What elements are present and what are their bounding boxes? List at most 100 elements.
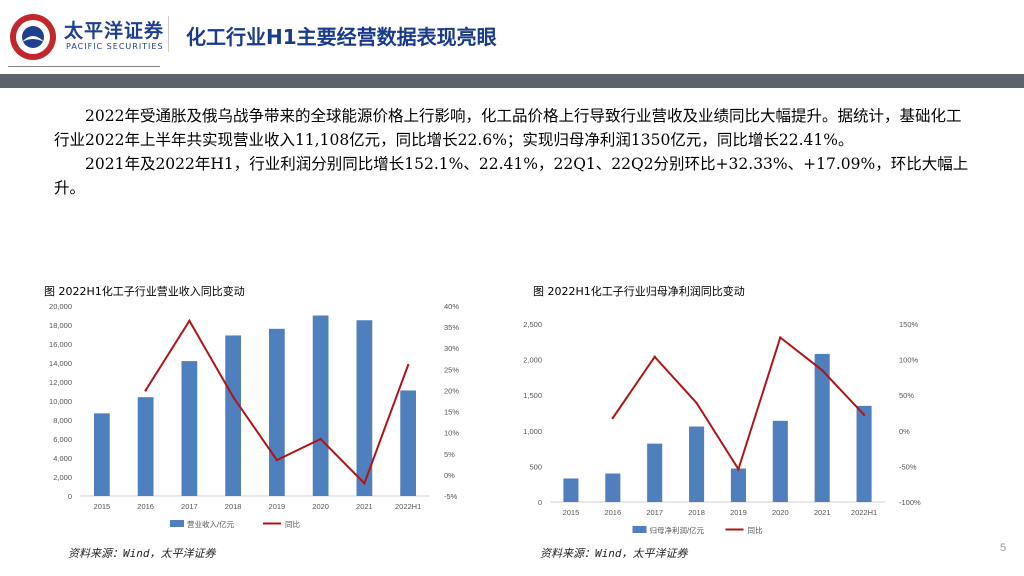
summary-paragraph-2: 2021年及2022年H1，行业利润分别同比增长152.1%、22.41%，22… <box>54 155 969 197</box>
y-left-tick-label: 4,000 <box>53 454 72 463</box>
y-left-tick-label: 500 <box>529 462 542 471</box>
y-left-tick-label: 0 <box>68 492 72 501</box>
summary-text: 2022年受通胀及俄乌战争带来的全球能源价格上行影响，化工品价格上行导致行业营收… <box>54 104 974 200</box>
yoy-point <box>406 363 410 367</box>
bar <box>730 468 746 502</box>
x-tick-label: 2015 <box>94 502 111 511</box>
y-right-tick-label: 30% <box>444 344 459 353</box>
y-left-tick-label: 16,000 <box>49 340 72 349</box>
y-right-tick-label: 10% <box>444 429 459 438</box>
y-left-tick-label: 6,000 <box>53 435 72 444</box>
y-left-tick-label: 2,500 <box>523 320 542 329</box>
yoy-point <box>363 482 366 485</box>
x-tick-label: 2019 <box>730 508 747 517</box>
yoy-point <box>779 336 782 339</box>
y-right-tick-label: 100% <box>899 356 919 365</box>
chart-2-title: 图 2022H1化工子行业归母净利润同比变动 <box>533 285 745 298</box>
bar <box>400 390 416 496</box>
legend-line-label: 同比 <box>285 519 300 529</box>
y-right-tick-label: 35% <box>444 323 459 332</box>
x-tick-label: 2015 <box>563 508 580 517</box>
chart-2-source: 资料来源：Wind，太平洋证券 <box>540 547 688 560</box>
yoy-point <box>862 413 866 417</box>
x-tick-label: 2022H1 <box>851 508 877 517</box>
net-profit-chart: 0 500 1,000 1,500 2,000 2,500 -100% -50% 0% 50% 10… <box>523 320 921 535</box>
y-left-tick-label: 14,000 <box>49 359 72 368</box>
y-right-tick-label: 40% <box>444 302 459 311</box>
yoy-point <box>695 401 698 405</box>
y-left-tick-label: 12,000 <box>49 378 72 387</box>
y-right-tick-label: 25% <box>444 365 459 374</box>
header-divider <box>168 16 169 52</box>
y-left-tick-label: 20,000 <box>49 302 72 311</box>
bar <box>563 478 579 502</box>
y-right-tick-label: 0% <box>899 427 910 436</box>
bar <box>356 320 373 496</box>
yoy-point <box>653 355 656 358</box>
yoy-point <box>231 395 235 398</box>
bar <box>225 335 241 496</box>
legend-bar-label: 营业收入/亿元 <box>187 519 235 529</box>
y-left-tick-label: 2,000 <box>523 356 542 365</box>
y-left-tick-label: 2,000 <box>53 473 72 482</box>
chart-1-title: 图 2022H1化工子行业营业收入同比变动 <box>44 285 245 298</box>
bar <box>269 328 285 496</box>
brand-name-cn: 太平洋证券 <box>64 20 165 42</box>
y-right-tick-label: -100% <box>899 498 921 507</box>
chart-1-source: 资料来源：Wind，太平洋证券 <box>68 547 216 560</box>
pacific-securities-logo-icon <box>10 14 56 60</box>
x-tick-label: 2018 <box>225 502 242 511</box>
x-tick-label: 2017 <box>181 502 198 511</box>
yoy-point <box>611 416 615 420</box>
y-left-tick-label: 1,000 <box>523 427 542 436</box>
bar <box>312 315 329 496</box>
x-tick-label: 2021 <box>356 502 373 511</box>
yoy-point <box>144 389 147 392</box>
yoy-point <box>275 458 279 462</box>
x-tick-label: 2017 <box>646 508 663 517</box>
y-left-tick-label: 0 <box>538 498 542 507</box>
bar <box>814 353 830 502</box>
bar <box>181 361 198 496</box>
y-right-tick-label: -5% <box>444 492 458 501</box>
header-band <box>0 74 1024 88</box>
y-right-tick-label: 20% <box>444 386 459 395</box>
y-right-tick-label: 0% <box>444 471 455 480</box>
y-left-tick-label: 8,000 <box>53 416 72 425</box>
y-left-tick-label: 18,000 <box>49 321 72 330</box>
summary-paragraph-1: 2022年受通胀及俄乌战争带来的全球能源价格上行影响，化工品价格上行导致行业营收… <box>54 107 962 149</box>
revenue-chart: 0 2,000 4,000 6,000 8,000 10,000 12,000 14,000 1… <box>49 302 459 529</box>
brand-name-en: PACIFIC SECURITIES <box>66 42 164 51</box>
x-tick-label: 2022H1 <box>395 502 421 511</box>
y-right-tick-label: 150% <box>899 320 919 329</box>
y-right-tick-label: -50% <box>899 462 917 471</box>
x-tick-label: 2016 <box>604 508 621 517</box>
brand-underline <box>8 66 160 67</box>
x-tick-label: 2020 <box>772 508 789 517</box>
bar <box>605 473 621 502</box>
y-right-tick-label: 15% <box>444 408 459 417</box>
x-tick-label: 2021 <box>814 508 831 517</box>
header: 太平洋证券 PACIFIC SECURITIES 化工行业H1主要经营数据表现亮… <box>0 0 1024 74</box>
y-left-tick-label: 10,000 <box>49 397 72 406</box>
bar <box>647 443 663 502</box>
y-right-tick-label: 5% <box>444 450 455 459</box>
x-tick-label: 2019 <box>269 502 286 511</box>
bar <box>856 405 872 502</box>
y-left-tick-label: 1,500 <box>523 391 542 400</box>
bar <box>94 413 110 496</box>
legend-bar-swatch <box>170 520 184 527</box>
bar <box>689 426 705 502</box>
page-title: 化工行业H1主要经营数据表现亮眼 <box>186 25 497 49</box>
legend-bar-label: 归母净利润/亿元 <box>650 525 705 535</box>
legend-line-label: 同比 <box>748 525 763 535</box>
x-tick-label: 2020 <box>312 502 329 511</box>
bar <box>137 397 154 496</box>
x-tick-label: 2018 <box>688 508 705 517</box>
y-right-tick-label: 50% <box>899 391 914 400</box>
yoy-point <box>188 319 191 322</box>
yoy-point <box>319 437 322 441</box>
yoy-point <box>820 369 824 372</box>
legend-bar-swatch <box>632 526 647 533</box>
page-number: 5 <box>1000 542 1007 554</box>
